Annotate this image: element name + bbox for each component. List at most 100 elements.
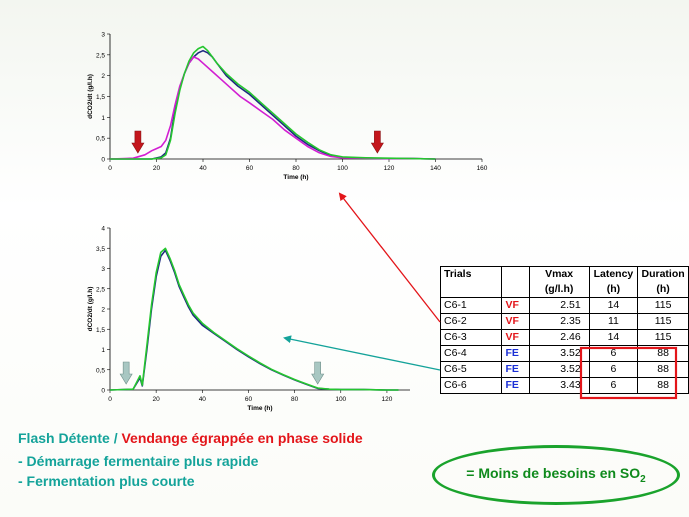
x-tick-label: 60 bbox=[246, 165, 254, 172]
y-tick-label: 1,5 bbox=[96, 94, 105, 101]
table-row: C6-3 VF 2.46 14 115 bbox=[439, 329, 689, 346]
y-tick-label: 1 bbox=[101, 115, 105, 122]
x-tick-label: 40 bbox=[199, 165, 207, 172]
summary-ellipse: = Moins de besoins en SO2 bbox=[432, 445, 680, 505]
table-row: C6-1 VF 2.51 14 115 bbox=[439, 297, 689, 314]
condition-cell: FE bbox=[501, 345, 530, 362]
x-tick-label: 140 bbox=[430, 165, 441, 172]
trial-cell: C6-5 bbox=[439, 361, 503, 378]
header-latency: Latency (h) bbox=[588, 266, 639, 298]
series-line-1 bbox=[109, 56, 436, 160]
duration-cell: 88 bbox=[637, 345, 689, 362]
condition-cell: FE bbox=[501, 361, 530, 378]
table-row: C6-2 VF 2.35 11 115 bbox=[439, 313, 689, 330]
x-tick-label: 120 bbox=[384, 165, 395, 172]
marker-arrow-0 bbox=[131, 130, 145, 154]
caption-start-faster: - Démarrage fermentaire plus rapide bbox=[18, 453, 259, 469]
table-row: C6-5 FE 3.52 6 88 bbox=[439, 361, 689, 378]
latency-cell: 6 bbox=[588, 345, 639, 362]
y-tick-label: 0 bbox=[101, 388, 105, 395]
x-tick-label: 120 bbox=[381, 396, 392, 403]
y-tick-label: 0,5 bbox=[96, 136, 105, 143]
duration-cell: 115 bbox=[637, 313, 689, 330]
latency-cell: 14 bbox=[588, 297, 639, 314]
y-tick-label: 3 bbox=[101, 266, 105, 273]
y-axis-label: dCO2/dt (g/l.h) bbox=[87, 74, 94, 119]
vmax-cell: 3.43 bbox=[528, 377, 590, 394]
y-tick-label: 2 bbox=[101, 73, 105, 80]
y-tick-label: 3,5 bbox=[96, 246, 105, 253]
caption-vendange: Vendange égrappée en phase solide bbox=[121, 430, 363, 446]
table-row: C6-4 FE 3.52 6 88 bbox=[439, 345, 689, 362]
duration-cell: 115 bbox=[637, 297, 689, 314]
caption-title: Flash Détente / Vendange égrappée en pha… bbox=[18, 430, 363, 446]
x-tick-label: 20 bbox=[153, 165, 161, 172]
summary-text: = Moins de besoins en SO2 bbox=[466, 465, 645, 485]
condition-cell: FE bbox=[501, 377, 530, 394]
summary-subscript: 2 bbox=[640, 473, 646, 485]
x-axis-label: Time (h) bbox=[283, 174, 308, 181]
vmax-cell: 2.51 bbox=[528, 297, 590, 314]
latency-cell: 14 bbox=[588, 329, 639, 346]
latency-cell: 6 bbox=[588, 361, 639, 378]
caption-shorter: - Fermentation plus courte bbox=[18, 473, 195, 489]
latency-cell: 11 bbox=[588, 313, 639, 330]
y-tick-label: 0 bbox=[101, 157, 105, 164]
x-tick-label: 160 bbox=[477, 165, 488, 172]
top-chart: 0 0,5 1 1,5 2 2,5 3 0 20 40 60 80 100 120 140 160 Time (… bbox=[87, 32, 488, 182]
x-tick-label: 0 bbox=[108, 165, 112, 172]
y-tick-label: 2,5 bbox=[96, 286, 105, 293]
y-tick-label: 2,5 bbox=[96, 52, 105, 59]
x-tick-label: 80 bbox=[291, 396, 299, 403]
x-tick-label: 0 bbox=[108, 396, 112, 403]
vmax-cell: 2.35 bbox=[528, 313, 590, 330]
trial-cell: C6-3 bbox=[439, 329, 503, 346]
table-body: C6-1 VF 2.51 14 115 C6-2 VF 2.35 11 115 C6-3 VF 2.46… bbox=[439, 297, 689, 394]
table-header-row: Trials Vmax (g/l.h) Latency (h) Duration… bbox=[439, 266, 689, 298]
x-axis-label: Time (h) bbox=[247, 405, 272, 412]
vmax-cell: 3.52 bbox=[528, 361, 590, 378]
caption-flash-detente: Flash Détente / bbox=[18, 430, 122, 446]
x-tick-label: 60 bbox=[245, 396, 253, 403]
x-tick-label: 100 bbox=[337, 165, 348, 172]
duration-cell: 88 bbox=[637, 377, 689, 394]
marker-arrow-1 bbox=[370, 130, 384, 154]
y-tick-label: 3 bbox=[101, 32, 105, 39]
vmax-cell: 3.52 bbox=[528, 345, 590, 362]
trial-cell: C6-6 bbox=[439, 377, 503, 394]
trials-table: Trials Vmax (g/l.h) Latency (h) Duration… bbox=[439, 266, 689, 394]
latency-cell: 6 bbox=[588, 377, 639, 394]
condition-cell: VF bbox=[501, 297, 530, 314]
marker-arrow-0 bbox=[119, 361, 133, 385]
series-line-0 bbox=[109, 249, 399, 391]
condition-cell: VF bbox=[501, 329, 530, 346]
y-tick-label: 1 bbox=[101, 347, 105, 354]
header-trials: Trials bbox=[439, 266, 503, 298]
trial-cell: C6-1 bbox=[439, 297, 503, 314]
y-tick-label: 2 bbox=[101, 307, 105, 314]
series-line-1 bbox=[109, 247, 399, 391]
header-vmax: Vmax (g/l.h) bbox=[528, 266, 590, 298]
duration-cell: 115 bbox=[637, 329, 689, 346]
x-tick-label: 100 bbox=[335, 396, 346, 403]
trial-cell: C6-4 bbox=[439, 345, 503, 362]
y-tick-label: 0,5 bbox=[96, 367, 105, 374]
vmax-cell: 2.46 bbox=[528, 329, 590, 346]
table-row: C6-6 FE 3.43 6 88 bbox=[439, 377, 689, 394]
header-duration: Duration (h) bbox=[637, 266, 689, 298]
duration-cell: 88 bbox=[637, 361, 689, 378]
header-condition bbox=[501, 266, 530, 298]
series-line-2 bbox=[110, 45, 436, 160]
y-tick-label: 4 bbox=[101, 226, 105, 233]
x-tick-label: 20 bbox=[153, 396, 161, 403]
trial-cell: C6-2 bbox=[439, 313, 503, 330]
y-tick-label: 1,5 bbox=[96, 327, 105, 334]
summary-main: = Moins de besoins en SO bbox=[466, 465, 641, 482]
x-tick-label: 40 bbox=[199, 396, 207, 403]
series-line-0 bbox=[110, 49, 436, 160]
marker-arrow-1 bbox=[311, 361, 325, 385]
y-axis-label: dCO2/dt (g/l.h) bbox=[87, 287, 94, 332]
condition-cell: VF bbox=[501, 313, 530, 330]
x-tick-label: 80 bbox=[292, 165, 300, 172]
